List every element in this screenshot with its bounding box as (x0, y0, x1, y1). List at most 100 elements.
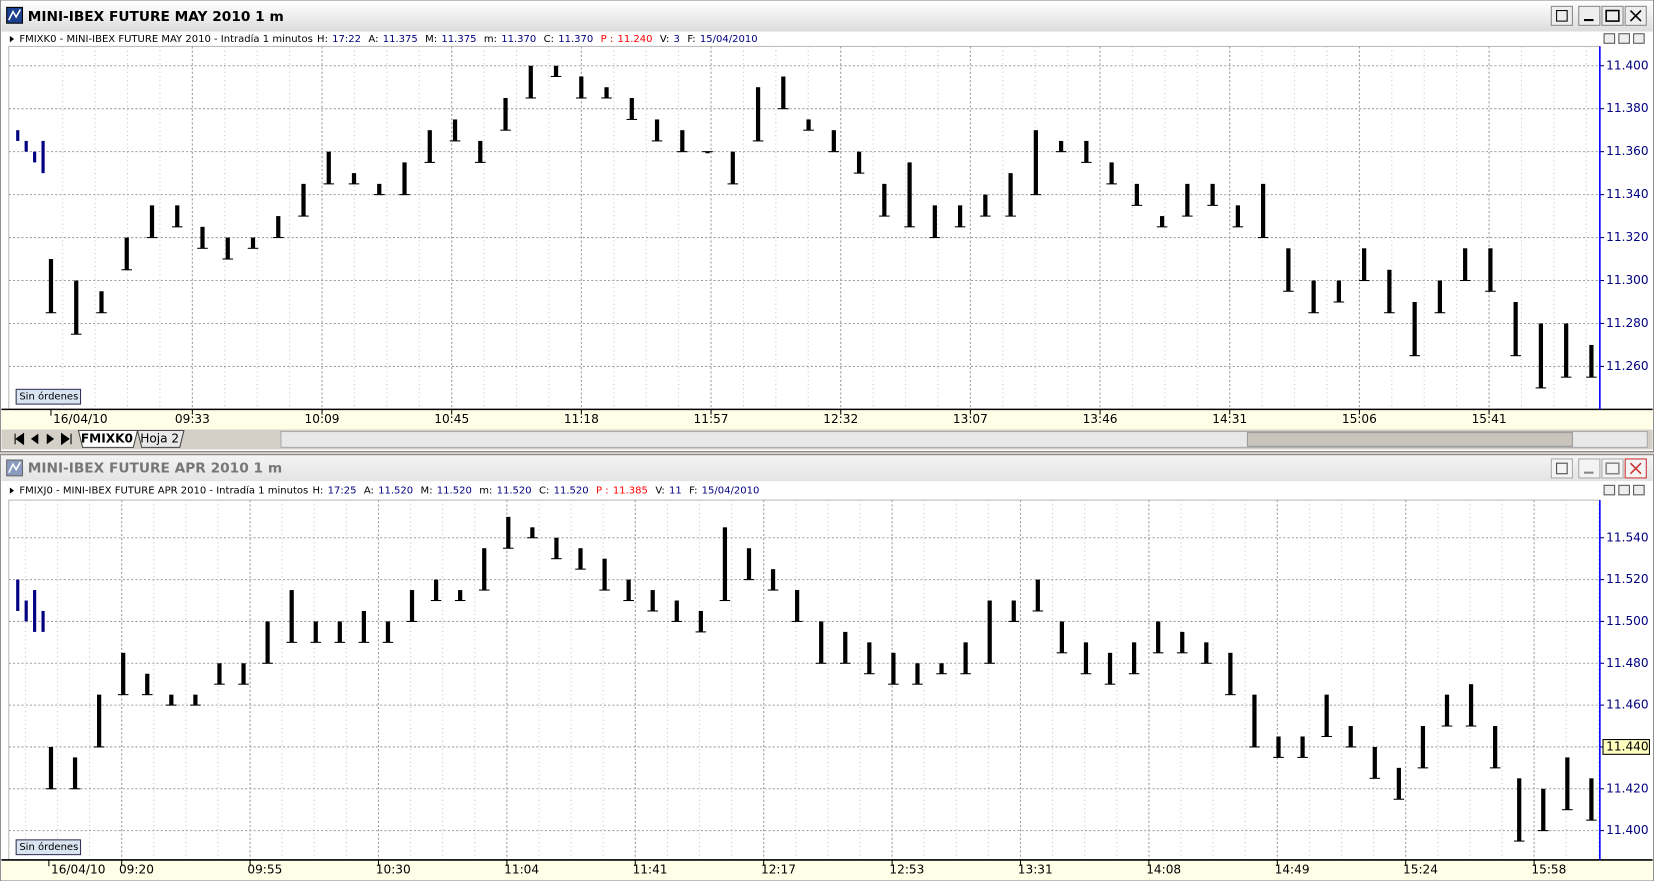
price-bar (1276, 736, 1281, 758)
price-bar (963, 642, 968, 674)
info-text: P : (596, 486, 609, 497)
price-bar (730, 151, 735, 184)
price-bar (169, 694, 174, 706)
y-tick-label: 11.480 (1606, 656, 1648, 670)
info-text: A: (368, 34, 378, 45)
restore-button[interactable] (1550, 458, 1573, 479)
price-bar (1420, 726, 1426, 768)
info-text: FMIXJ0 - MINI-IBEX FUTURE APR 2010 - Int… (19, 485, 308, 497)
last-sheet[interactable] (61, 432, 72, 446)
panel-button[interactable] (1618, 33, 1630, 44)
price-bar (528, 65, 533, 98)
panel-button[interactable] (1633, 484, 1645, 496)
price-bar (1311, 280, 1316, 313)
y-tick-label: 11.320 (1606, 230, 1648, 244)
y-tick-label: 11.360 (1606, 144, 1648, 158)
plot-area (8, 499, 1601, 861)
price-bar (1468, 684, 1474, 727)
price-bar (409, 590, 415, 622)
icon (1556, 462, 1568, 475)
icon-glyph (8, 461, 22, 474)
price-bar (579, 76, 584, 98)
info-text: V: (655, 486, 664, 497)
panel-button[interactable] (1618, 484, 1630, 496)
price-bar (1109, 162, 1114, 184)
price-bar (554, 537, 559, 559)
price-bar (1058, 140, 1064, 152)
restore-button[interactable] (1550, 5, 1573, 26)
price-bar (781, 76, 786, 109)
price-bar (819, 621, 824, 664)
icon-glyph (8, 9, 22, 21)
price-bar (1035, 579, 1040, 611)
info-text: 3 (674, 34, 680, 45)
price-bar (626, 579, 631, 601)
panel-button[interactable] (1603, 33, 1616, 44)
price-bar (831, 130, 836, 152)
price-bar (983, 194, 988, 217)
info-text: 11.520 (554, 486, 589, 497)
price-bar (856, 151, 862, 174)
price-bar (1362, 248, 1367, 281)
x-tick-label: 10:30 (376, 862, 411, 876)
scroll-thumb[interactable] (1246, 432, 1573, 447)
expand-icon (9, 35, 15, 43)
x-tick-label: 09:55 (247, 862, 282, 876)
x-tick-label: 16/04/10 (51, 862, 105, 876)
info-text: 17:25 (328, 486, 357, 497)
price-bar (1541, 788, 1546, 831)
price-bar (1396, 767, 1401, 800)
x-tick-label: 15:06 (1342, 412, 1377, 426)
price-bar (175, 205, 180, 227)
price-bar (806, 119, 811, 131)
price-bar (1589, 778, 1594, 821)
x-tick-label: 13:07 (953, 412, 988, 426)
info-text: A: (364, 486, 374, 497)
info-text: m: (484, 34, 497, 45)
maximize-button[interactable] (1601, 5, 1624, 26)
price-bar (1185, 183, 1190, 217)
icon (1605, 462, 1620, 475)
info-text: C: (544, 34, 554, 45)
time-axis (1, 409, 1653, 430)
x-tick-label: 12:53 (889, 862, 924, 876)
price-bar (351, 173, 357, 184)
price-bar (217, 663, 222, 685)
icon (1556, 10, 1568, 22)
price-bar (1160, 216, 1165, 227)
x-tick-label: 11:18 (564, 412, 599, 426)
y-tick-label: 11.460 (1606, 698, 1648, 712)
price-bar (124, 237, 129, 270)
prev-sheet[interactable] (30, 433, 39, 445)
maximize-button[interactable] (1601, 458, 1624, 479)
price-bar (674, 600, 679, 622)
price-bar (265, 621, 270, 664)
tab[interactable] (136, 429, 185, 448)
minimize-button[interactable] (1578, 5, 1601, 26)
info-text: H: (317, 34, 328, 45)
price-bar (1228, 652, 1233, 695)
price-bar (1565, 757, 1570, 810)
price-bar (289, 590, 294, 643)
price-bar (1444, 694, 1450, 727)
price-bar (746, 548, 752, 580)
panel-button[interactable] (1603, 484, 1616, 496)
y-tick-label: 11.280 (1606, 316, 1648, 330)
y-tick-label: 11.400 (1606, 823, 1648, 837)
price-bar (1348, 726, 1353, 747)
price-bar (458, 590, 463, 601)
next-sheet[interactable] (46, 433, 55, 445)
price-bar (241, 663, 246, 685)
price-bar (553, 65, 559, 77)
window-title: MINI-IBEX FUTURE APR 2010 1 m (28, 460, 282, 476)
first-sheet[interactable] (14, 432, 25, 446)
info-text: M: (421, 486, 433, 497)
x-tick-label: 14:08 (1146, 862, 1181, 876)
tab[interactable] (77, 429, 139, 448)
panel-button[interactable] (1633, 33, 1645, 44)
info-text: 11 (669, 486, 682, 497)
price-bar (427, 130, 432, 163)
x-tick-label: 10:45 (434, 412, 469, 426)
minimize-button[interactable] (1578, 458, 1601, 479)
y-tick-label: 11.520 (1606, 572, 1648, 586)
